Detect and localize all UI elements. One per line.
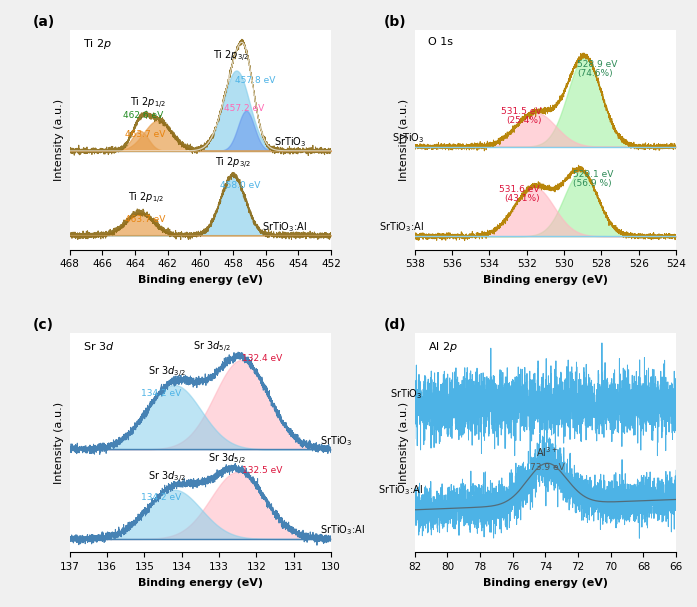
Text: (c): (c) xyxy=(33,317,54,331)
Text: 463.7 eV: 463.7 eV xyxy=(125,131,166,139)
Text: 134.2 eV: 134.2 eV xyxy=(141,493,181,502)
Text: 531.5 eV: 531.5 eV xyxy=(501,107,542,117)
Text: Ti 2$p_{1/2}$: Ti 2$p_{1/2}$ xyxy=(130,95,166,110)
Text: 463.7 eV: 463.7 eV xyxy=(125,215,166,223)
Text: Sr 3$d_{3/2}$: Sr 3$d_{3/2}$ xyxy=(148,364,185,379)
Text: 134.2 eV: 134.2 eV xyxy=(141,390,181,398)
Text: Ti 2$p_{3/2}$: Ti 2$p_{3/2}$ xyxy=(213,49,250,64)
Text: SrTiO$_3$: SrTiO$_3$ xyxy=(392,131,424,145)
Text: SrTiO$_3$: SrTiO$_3$ xyxy=(390,388,423,401)
X-axis label: Binding energy (eV): Binding energy (eV) xyxy=(483,578,608,588)
Text: Sr 3$d$: Sr 3$d$ xyxy=(83,339,114,351)
Y-axis label: Intensity (a.u.): Intensity (a.u.) xyxy=(399,99,409,181)
Text: Al$^{3+}$: Al$^{3+}$ xyxy=(536,446,558,459)
Text: SrTiO$_3$:Al: SrTiO$_3$:Al xyxy=(320,523,365,537)
Text: 528.9 eV: 528.9 eV xyxy=(577,60,618,69)
Text: 457.8 eV: 457.8 eV xyxy=(235,76,275,86)
Text: (b): (b) xyxy=(383,15,406,29)
Text: 531.6 eV: 531.6 eV xyxy=(499,185,539,194)
Text: O 1s: O 1s xyxy=(428,37,453,47)
Text: 73.9 eV: 73.9 eV xyxy=(530,463,565,472)
Text: SrTiO$_3$:Al: SrTiO$_3$:Al xyxy=(261,220,307,234)
Text: 462.6 eV: 462.6 eV xyxy=(123,111,163,120)
Text: Ti 2$p$: Ti 2$p$ xyxy=(83,37,112,51)
Y-axis label: Intensity (a.u.): Intensity (a.u.) xyxy=(54,99,64,181)
Text: (a): (a) xyxy=(33,15,55,29)
Text: SrTiO$_3$: SrTiO$_3$ xyxy=(320,434,352,447)
Y-axis label: Intensity (a.u.): Intensity (a.u.) xyxy=(54,402,64,484)
Text: SrTiO$_3$:Al: SrTiO$_3$:Al xyxy=(379,221,424,234)
Text: Ti 2$p_{3/2}$: Ti 2$p_{3/2}$ xyxy=(215,156,251,171)
Text: SrTiO$_3$:Al: SrTiO$_3$:Al xyxy=(378,483,423,497)
Text: Sr 3$d_{5/2}$: Sr 3$d_{5/2}$ xyxy=(208,452,245,467)
Text: 529.1 eV: 529.1 eV xyxy=(574,170,614,179)
Y-axis label: Intensity (a.u.): Intensity (a.u.) xyxy=(399,402,409,484)
Text: (d): (d) xyxy=(383,317,406,331)
Text: 132.5 eV: 132.5 eV xyxy=(242,466,282,475)
X-axis label: Binding energy (eV): Binding energy (eV) xyxy=(138,578,263,588)
X-axis label: Binding energy (eV): Binding energy (eV) xyxy=(483,275,608,285)
Text: Al 2$p$: Al 2$p$ xyxy=(428,339,458,354)
Text: (43.1%): (43.1%) xyxy=(504,194,539,203)
Text: 132.4 eV: 132.4 eV xyxy=(243,354,282,362)
Text: SrTiO$_3$: SrTiO$_3$ xyxy=(274,135,307,149)
Text: (56.9 %): (56.9 %) xyxy=(574,179,612,188)
Text: (74.6%): (74.6%) xyxy=(577,69,613,78)
Text: Sr 3$d_{5/2}$: Sr 3$d_{5/2}$ xyxy=(193,341,231,356)
Text: Sr 3$d_{3/2}$: Sr 3$d_{3/2}$ xyxy=(148,470,185,485)
Text: Ti 2$p_{1/2}$: Ti 2$p_{1/2}$ xyxy=(128,191,164,206)
Text: 458.0 eV: 458.0 eV xyxy=(220,181,261,190)
Text: (25.4%): (25.4%) xyxy=(506,117,542,125)
X-axis label: Binding energy (eV): Binding energy (eV) xyxy=(138,275,263,285)
Text: 457.2 eV: 457.2 eV xyxy=(224,104,264,113)
